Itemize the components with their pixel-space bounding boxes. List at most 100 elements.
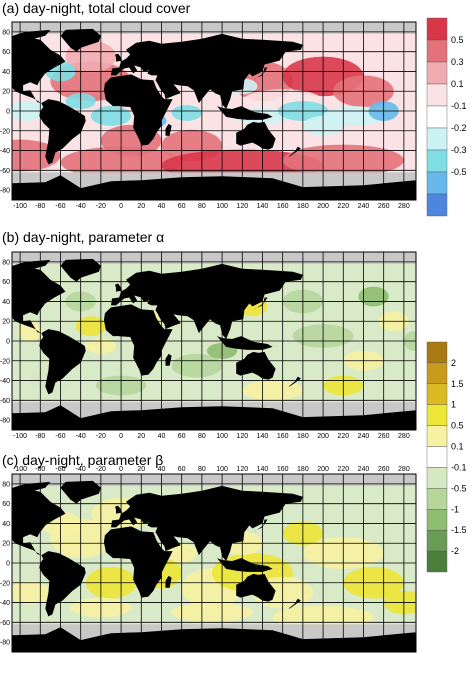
colorbar-cloud-swatch-7 [426, 171, 448, 195]
y-tick-label-c-1: 60 [2, 501, 10, 508]
continent-madagascar-a [165, 123, 172, 136]
map-frame-b [11, 251, 417, 431]
y-tick-label-c-3: 20 [2, 541, 10, 548]
x-tick-label-a-0: -100 [13, 203, 27, 210]
y-tick-label-c-8: -80 [0, 640, 10, 647]
x-tick-label-b-5: 0 [119, 433, 123, 440]
colorbar-param-swatch-7 [426, 488, 448, 510]
x-tick-label-a-11: 120 [236, 203, 248, 210]
continent-australia-c [236, 573, 276, 602]
colorbar-cloud-label-5: -0.3 [451, 145, 467, 155]
y-tick-label-a-6: -40 [0, 148, 10, 155]
continent-indonesia-c [217, 558, 273, 572]
y-tick-label-b-7: -60 [0, 398, 10, 405]
map-panel-a: -100 -80 -60 -40 -20 0 20 40 60 80 100 120 140 160 180… [0, 21, 417, 210]
continent-new-zealand-b [288, 376, 301, 387]
x-tick-label-c-2: -60 [55, 466, 65, 473]
anomaly-patch-b-3 [171, 353, 223, 378]
x-tick-label-a-7: 40 [158, 203, 166, 210]
map-frame-c [11, 473, 417, 653]
colorbar-param: 2 1.5 1 0.5 0.1 -0.1 -0.5 -1 -1.5 -2 [426, 341, 467, 573]
y-tick-label-a-5: -20 [0, 128, 10, 135]
colorbar-param-label-5: -0.1 [451, 462, 467, 472]
y-tick-label-c-2: 40 [2, 521, 10, 528]
colorbar-param-swatch-2 [426, 383, 448, 405]
continent-antarctica-b [12, 405, 416, 430]
anomaly-patch-b-11 [18, 321, 43, 341]
anomaly-patch-b-0 [75, 316, 106, 337]
sea-ice-north-c [12, 474, 416, 486]
colorbar-cloud-label-6: -0.5 [451, 167, 467, 177]
colorbar-cloud-label-0: 0.5 [451, 35, 464, 45]
y-tick-label-c-5: -20 [0, 580, 10, 587]
continent-south-america-a [39, 99, 86, 165]
x-tick-label-c-18: 260 [378, 466, 390, 473]
y-tick-label-a-0: 80 [2, 29, 10, 36]
colorbar-param-label-6: -0.5 [451, 483, 467, 493]
colorbar-cloud-swatch-1 [426, 39, 448, 63]
y-tick-label-a-7: -60 [0, 168, 10, 175]
continent-new-zealand-c [288, 598, 301, 609]
colorbar-cloud-label-2: 0.1 [451, 79, 464, 89]
y-tick-label-c-7: -60 [0, 620, 10, 627]
anomaly-patch-c-8 [12, 580, 51, 605]
continent-antarctica-a [12, 175, 416, 200]
colorbar-param-label-0: 2 [451, 358, 456, 368]
colorbar-param-label-8: -1.5 [451, 525, 467, 535]
colorbar-param-label-4: 0.1 [451, 442, 464, 452]
colorbar-cloud: 0.5 0.3 0.1 -0.1 -0.2 -0.3 -0.5 [426, 17, 467, 217]
anomaly-patch-a-19 [171, 105, 202, 121]
continent-australia-b [236, 351, 276, 380]
anomaly-patch-c-11 [171, 602, 253, 623]
x-tick-label-a-15: 200 [317, 203, 329, 210]
x-tick-label-a-6: 20 [137, 203, 145, 210]
x-tick-label-a-2: -60 [55, 203, 65, 210]
x-tick-label-c-13: 160 [277, 466, 289, 473]
x-tick-label-b-19: 280 [398, 433, 410, 440]
x-tick-label-b-2: -60 [55, 433, 65, 440]
anomaly-patch-b-17 [358, 286, 389, 307]
colorbar-param-label-9: -2 [451, 546, 459, 556]
x-tick-label-c-11: 120 [236, 466, 248, 473]
colorbar-param-swatch-8 [426, 509, 448, 531]
colorbar-param-swatch-9 [426, 529, 448, 552]
colorbar-param-swatch-10 [426, 550, 448, 573]
x-tick-label-c-0: -100 [13, 466, 27, 473]
x-tick-label-a-16: 220 [337, 203, 349, 210]
x-tick-label-b-0: -100 [13, 433, 27, 440]
colorbar-cloud-swatch-8 [426, 193, 448, 217]
colorbar-cloud-label-1: 0.3 [451, 57, 464, 67]
continent-new-zealand-a [288, 146, 301, 157]
colorbar-param-swatch-3 [426, 404, 448, 426]
sea-ice-north-a [12, 22, 416, 34]
x-tick-label-b-14: 180 [297, 433, 309, 440]
colorbar-cloud-swatch-3 [426, 83, 448, 107]
anomaly-patch-a-12 [90, 106, 132, 126]
continent-madagascar-c [165, 575, 172, 588]
x-tick-label-a-4: -20 [96, 203, 106, 210]
y-tick-label-a-3: 20 [2, 89, 10, 96]
colorbar-cloud-swatch-5 [426, 127, 448, 151]
panel-c-title: (c) day-night, parameter β [2, 452, 164, 468]
colorbar-cloud-label-4: -0.2 [451, 123, 467, 133]
continent-arctic-islands-b [12, 259, 51, 272]
colorbar-param-swatch-5 [426, 446, 448, 468]
continent-indonesia-a [217, 106, 273, 120]
x-tick-label-b-6: 20 [137, 433, 145, 440]
map-panel-c: -100 -80 -60 -40 -20 0 20 40 60 80 100 120 140 160 180… [0, 466, 417, 653]
x-tick-label-a-9: 80 [198, 203, 206, 210]
colorbar-cloud-label-3: -0.1 [451, 101, 467, 111]
continent-uk-a [115, 53, 123, 62]
continent-north-america-c [12, 488, 66, 556]
continent-madagascar-b [165, 353, 172, 366]
continent-north-america-a [12, 36, 66, 104]
x-tick-label-a-13: 160 [277, 203, 289, 210]
x-tick-label-a-17: 240 [358, 203, 370, 210]
x-tick-label-b-8: 60 [178, 433, 186, 440]
sea-ice-north-b [12, 252, 416, 264]
x-tick-label-b-7: 40 [158, 433, 166, 440]
x-tick-label-c-3: -40 [76, 466, 86, 473]
colorbar-cloud-swatch-4 [426, 105, 448, 129]
colorbar-cloud-swatch-0 [426, 17, 448, 41]
